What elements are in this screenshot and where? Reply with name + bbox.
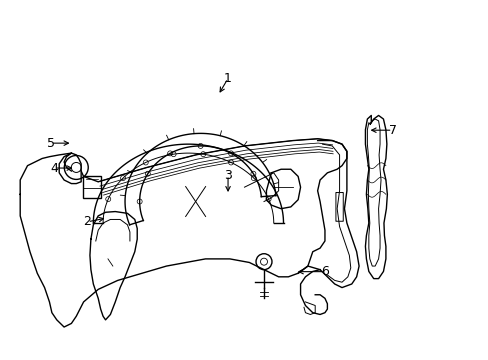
Bar — [83, 176, 101, 198]
Text: 6: 6 — [320, 265, 328, 278]
Text: 3: 3 — [224, 168, 231, 181]
Text: 7: 7 — [388, 124, 396, 137]
Text: 5: 5 — [46, 137, 55, 150]
Text: 1: 1 — [224, 72, 231, 85]
Text: 2: 2 — [83, 215, 91, 228]
Text: 4: 4 — [50, 162, 59, 175]
